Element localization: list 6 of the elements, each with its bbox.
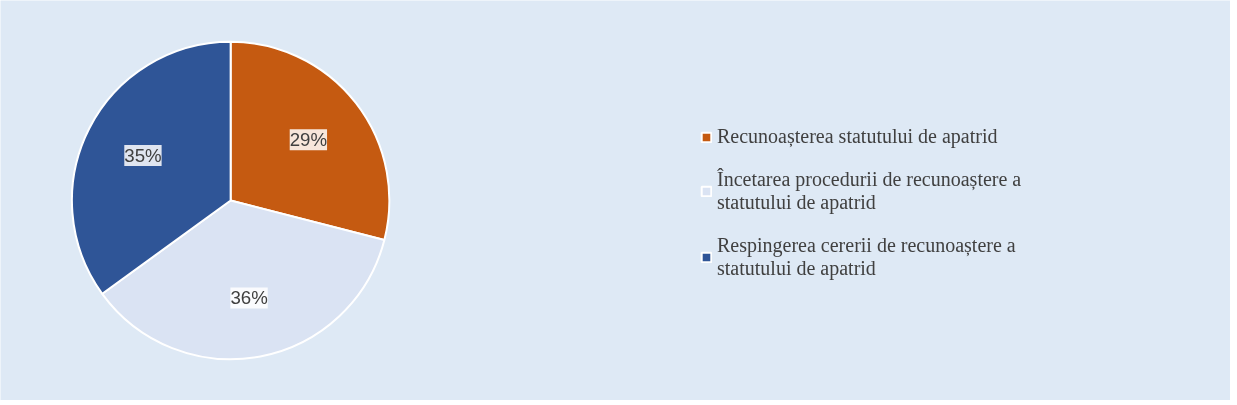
data-label: 35% [124, 144, 162, 166]
data-label: 36% [230, 287, 268, 309]
legend-label: Respingerea cererii de recunoaștere a statutului de apatrid [717, 234, 1016, 280]
legend-label: Recunoașterea statutului de apatrid [717, 125, 998, 148]
data-label: 29% [289, 129, 328, 151]
legend-label: Încetarea procedurii de recunoaștere a statutului de apatrid [717, 168, 1022, 214]
